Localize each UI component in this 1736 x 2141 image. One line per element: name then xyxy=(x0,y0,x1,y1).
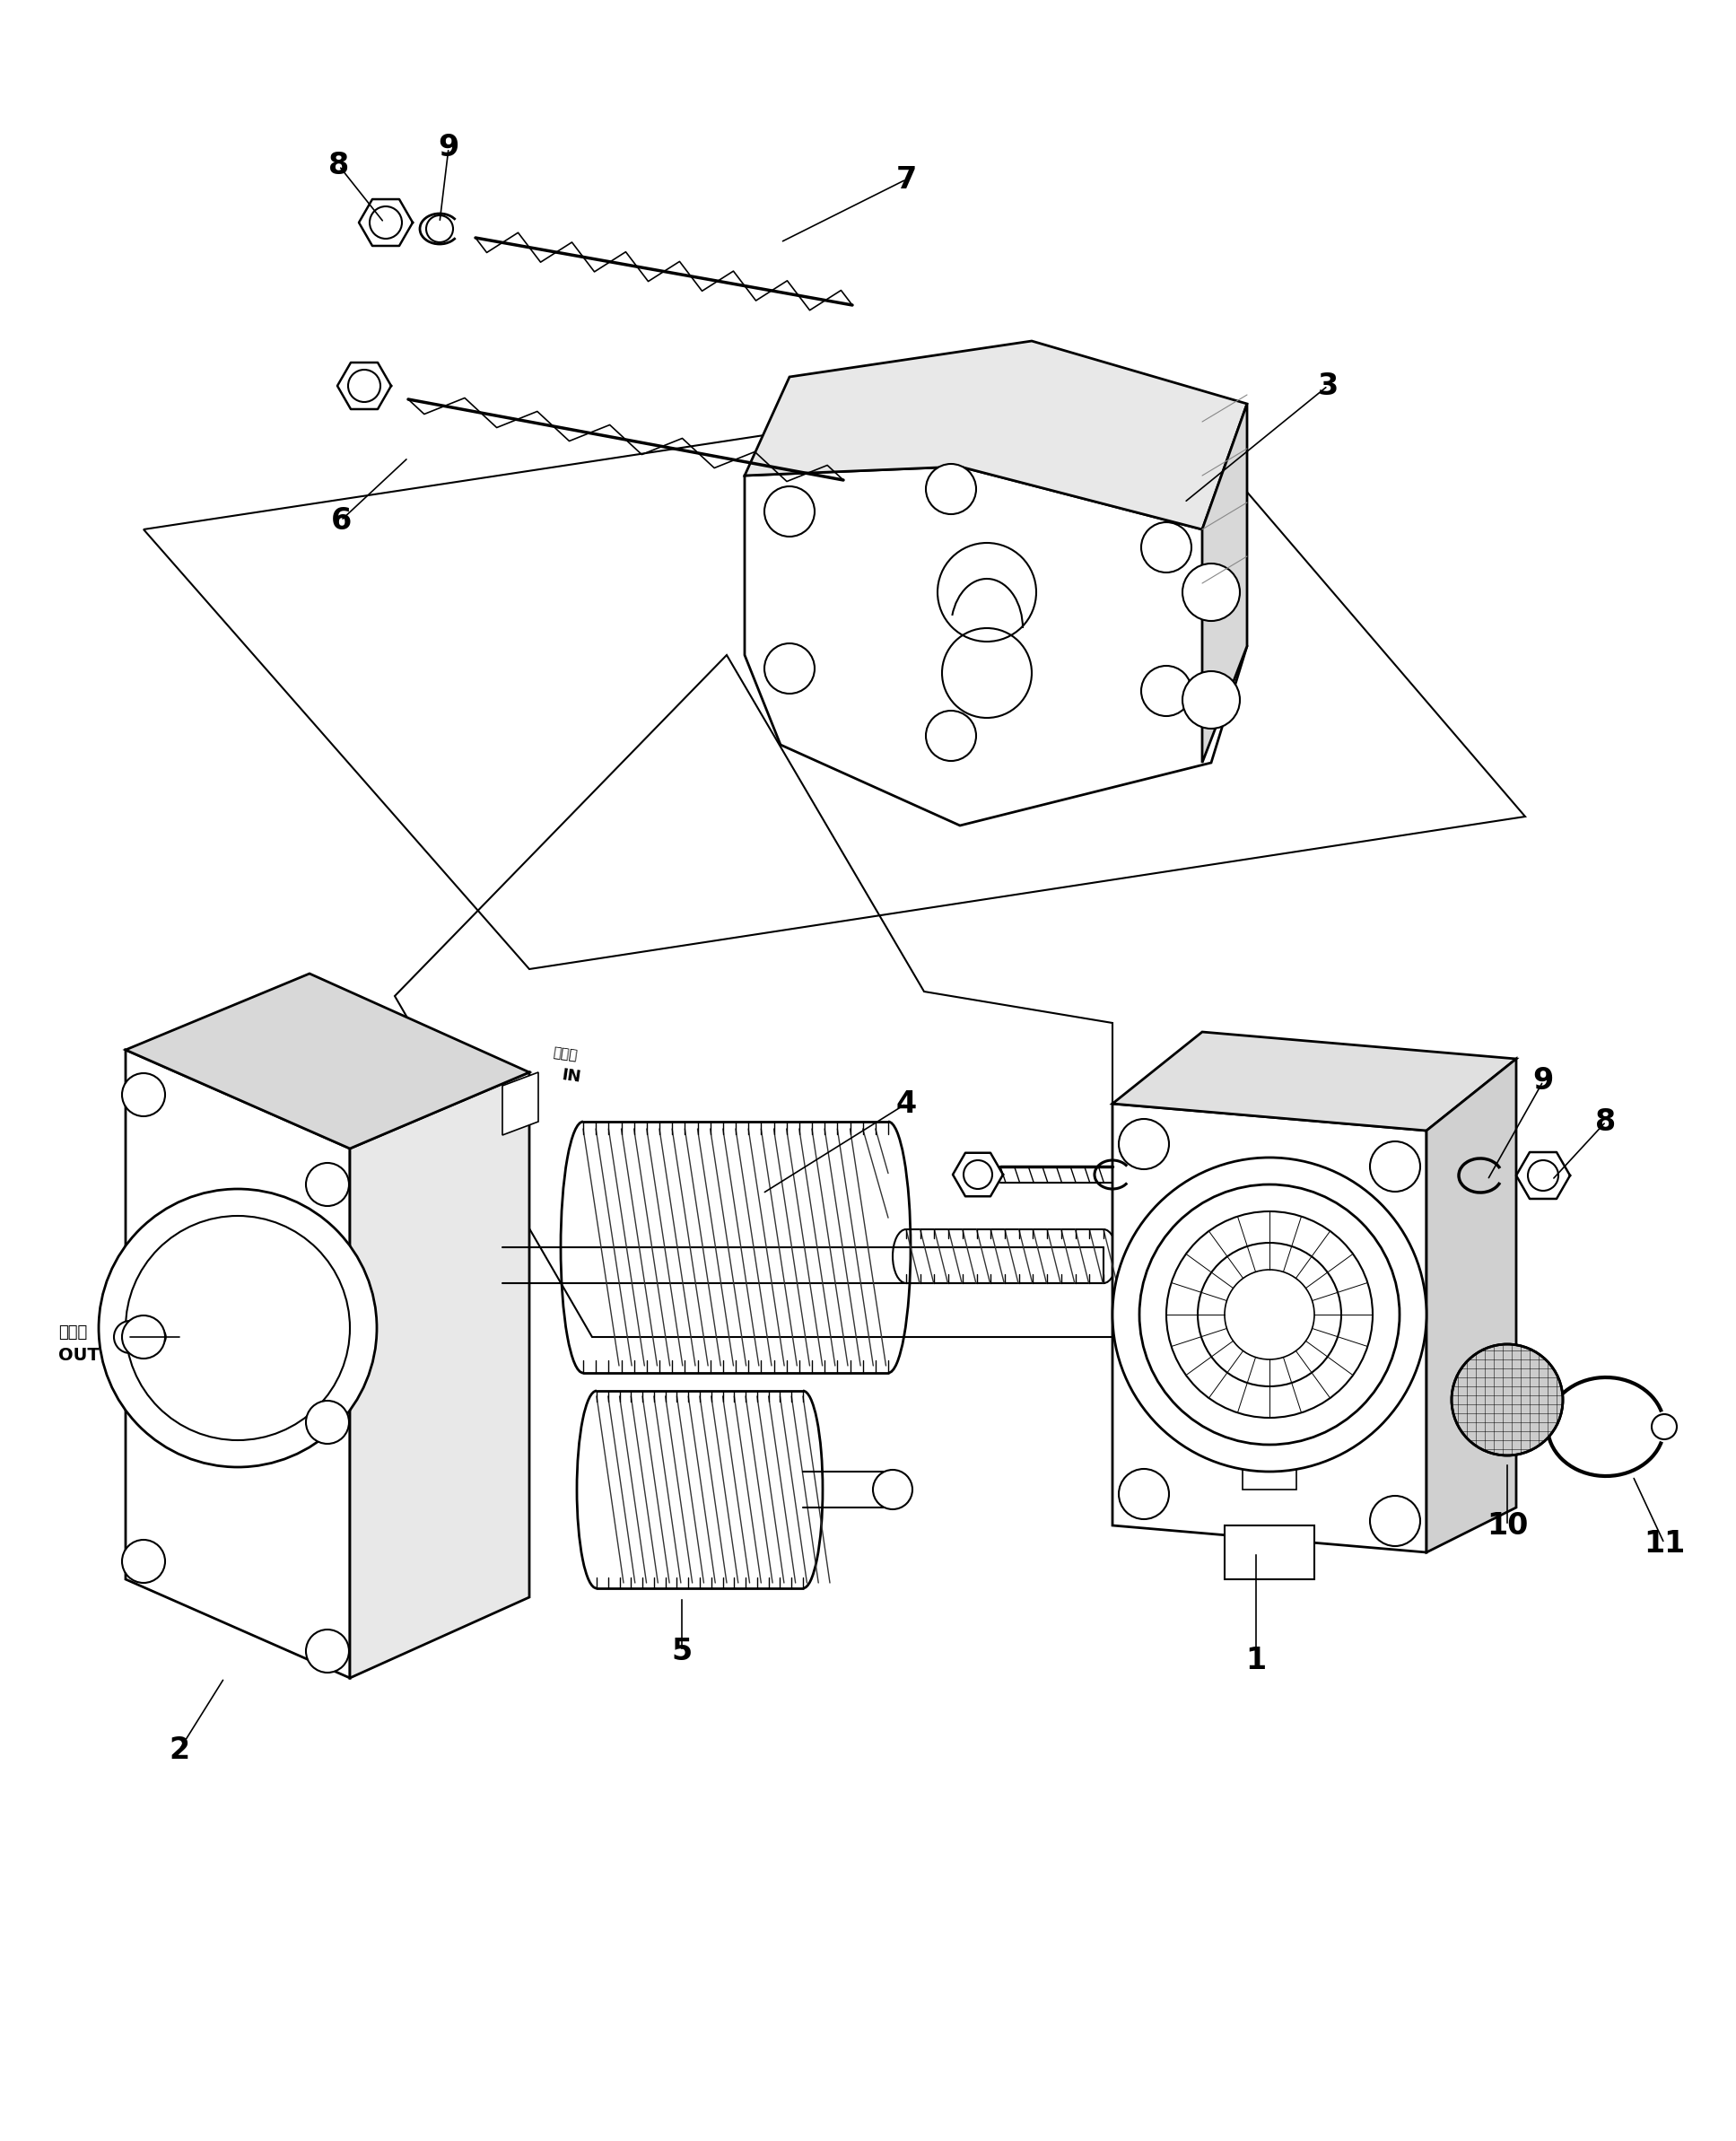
Circle shape xyxy=(306,1400,349,1443)
Circle shape xyxy=(306,1629,349,1672)
Text: 10: 10 xyxy=(1486,1512,1528,1539)
Text: 1: 1 xyxy=(1246,1644,1266,1674)
Circle shape xyxy=(1370,1497,1420,1546)
Circle shape xyxy=(122,1315,165,1360)
Circle shape xyxy=(1370,1141,1420,1193)
Text: 9: 9 xyxy=(437,133,458,163)
Polygon shape xyxy=(125,1049,351,1679)
Circle shape xyxy=(1651,1415,1677,1439)
Text: OUT: OUT xyxy=(59,1347,99,1364)
Polygon shape xyxy=(1224,1524,1314,1580)
Circle shape xyxy=(1118,1120,1168,1169)
Circle shape xyxy=(1141,666,1191,715)
Circle shape xyxy=(1451,1345,1562,1456)
Text: 吐出し: 吐出し xyxy=(59,1325,87,1340)
Text: 5: 5 xyxy=(672,1636,693,1666)
Polygon shape xyxy=(1427,1060,1516,1552)
Circle shape xyxy=(122,1073,165,1115)
Circle shape xyxy=(873,1471,913,1509)
Circle shape xyxy=(1113,1158,1427,1471)
Circle shape xyxy=(925,711,976,760)
Polygon shape xyxy=(745,340,1246,529)
Text: 8: 8 xyxy=(1595,1107,1616,1137)
Circle shape xyxy=(764,486,814,537)
Polygon shape xyxy=(1113,1105,1427,1552)
Text: 7: 7 xyxy=(896,165,917,195)
Polygon shape xyxy=(125,974,529,1148)
Circle shape xyxy=(1118,1469,1168,1520)
Circle shape xyxy=(925,465,976,514)
Circle shape xyxy=(306,1163,349,1205)
Text: 4: 4 xyxy=(896,1090,917,1118)
Text: 2: 2 xyxy=(168,1734,189,1764)
Circle shape xyxy=(1182,670,1240,728)
Text: IN: IN xyxy=(561,1068,582,1085)
Text: 8: 8 xyxy=(328,152,349,180)
Polygon shape xyxy=(502,1073,538,1135)
Circle shape xyxy=(115,1321,146,1353)
Text: 11: 11 xyxy=(1644,1529,1686,1559)
Text: 9: 9 xyxy=(1533,1066,1554,1096)
Circle shape xyxy=(122,1539,165,1582)
Polygon shape xyxy=(745,467,1246,826)
Polygon shape xyxy=(351,1073,529,1679)
Text: 吸込み: 吸込み xyxy=(552,1047,578,1062)
Circle shape xyxy=(99,1188,377,1467)
Circle shape xyxy=(764,644,814,694)
Circle shape xyxy=(1141,522,1191,572)
Polygon shape xyxy=(1243,1467,1297,1490)
Polygon shape xyxy=(1203,405,1246,762)
Circle shape xyxy=(1182,563,1240,621)
Text: 6: 6 xyxy=(330,505,351,535)
Text: 3: 3 xyxy=(1318,370,1338,400)
Polygon shape xyxy=(1113,1032,1516,1130)
